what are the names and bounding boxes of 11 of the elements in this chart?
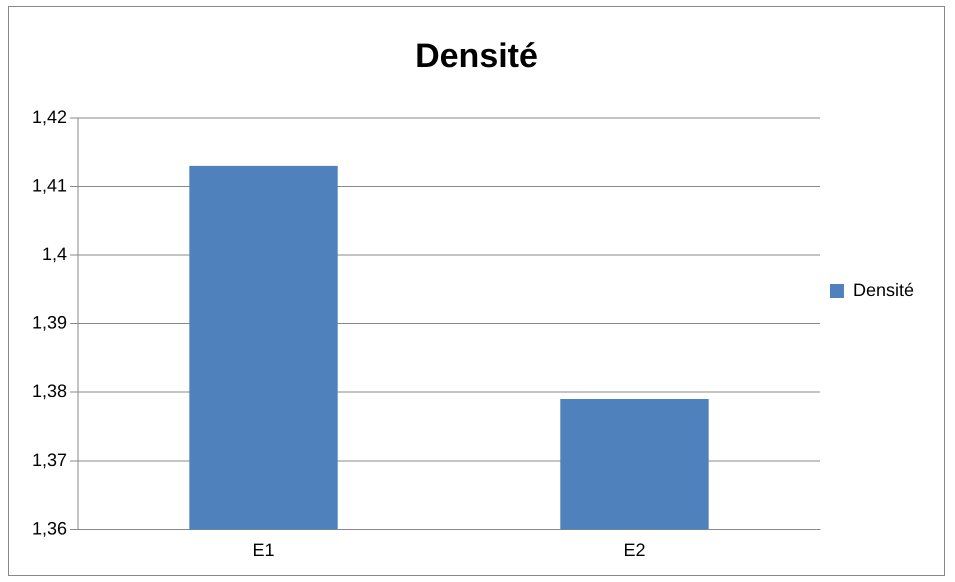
- y-tick-label: 1,42: [32, 106, 68, 127]
- y-tick-label: 1,36: [32, 518, 68, 538]
- y-tick-label: 1,37: [32, 450, 68, 470]
- x-tick-label: E2: [623, 540, 646, 560]
- legend-label: Densité: [852, 280, 914, 300]
- y-tick-label: 1,39: [32, 312, 68, 333]
- y-tick-label: 1,4: [42, 244, 68, 264]
- y-tick-label: 1,38: [32, 381, 68, 402]
- x-tick-label: E1: [252, 540, 275, 560]
- chart-title: Densité: [415, 36, 538, 75]
- y-tick-label: 1,41: [32, 175, 68, 196]
